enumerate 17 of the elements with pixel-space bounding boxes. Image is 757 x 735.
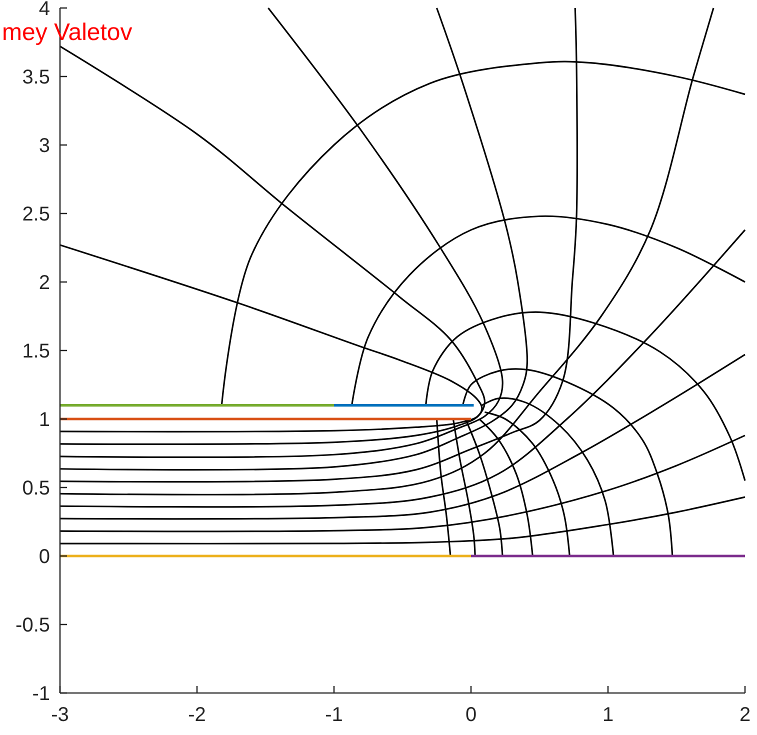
x-tick-label: 2 — [739, 704, 751, 726]
x-tick-label: 1 — [602, 704, 614, 726]
y-tick-label: 1 — [38, 409, 50, 432]
y-tick-label: 2.5 — [22, 204, 50, 226]
y-tick-label: 0 — [38, 546, 50, 568]
y-tick-label: 2 — [38, 272, 50, 294]
y-tick-label: 3.5 — [22, 66, 50, 89]
x-tick-label: 0 — [465, 704, 477, 726]
y-tick-label: 0.5 — [22, 478, 50, 500]
y-tick-label: 1.5 — [22, 340, 50, 363]
y-tick-label: -0.5 — [16, 614, 50, 637]
x-tick-label: -3 — [51, 704, 69, 726]
y-tick-label: 3 — [38, 135, 50, 158]
y-tick-label: 4 — [38, 0, 50, 20]
x-tick-label: -2 — [188, 704, 206, 726]
y-tick-label: -1 — [32, 683, 50, 706]
x-tick-label: -1 — [325, 704, 343, 726]
